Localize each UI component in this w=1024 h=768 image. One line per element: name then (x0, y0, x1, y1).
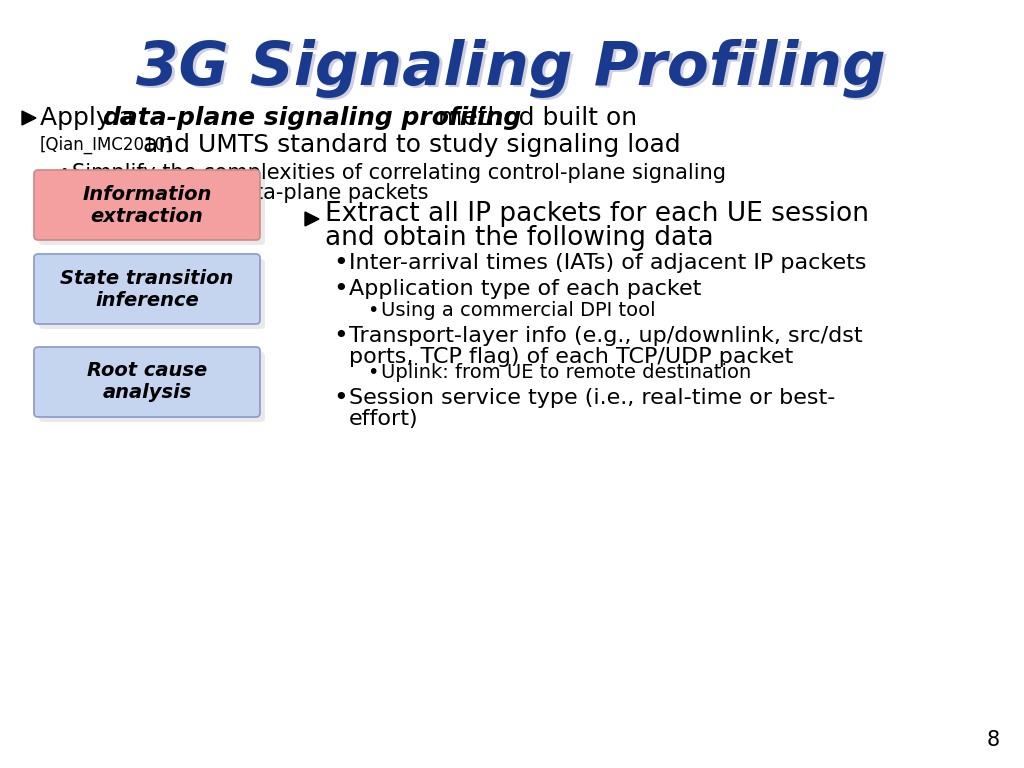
Text: ports, TCP flag) of each TCP/UDP packet: ports, TCP flag) of each TCP/UDP packet (349, 347, 794, 367)
Text: Session service type (i.e., real-time or best-: Session service type (i.e., real-time or… (349, 388, 836, 408)
Text: •: • (367, 300, 379, 319)
FancyBboxPatch shape (39, 175, 265, 245)
Text: Uplink: from UE to remote destination: Uplink: from UE to remote destination (381, 363, 752, 382)
FancyBboxPatch shape (34, 254, 260, 324)
Text: •: • (333, 251, 348, 275)
Text: 3G Signaling Profiling: 3G Signaling Profiling (136, 38, 886, 98)
Text: 8: 8 (987, 730, 1000, 750)
Text: [Qian_IMC2010]: [Qian_IMC2010] (40, 136, 173, 154)
Polygon shape (305, 212, 319, 226)
FancyBboxPatch shape (34, 347, 260, 417)
Text: Simplify the complexities of correlating control-plane signaling: Simplify the complexities of correlating… (72, 163, 726, 183)
Text: effort): effort) (349, 409, 419, 429)
Text: and UMTS standard to study signaling load: and UMTS standard to study signaling loa… (135, 133, 681, 157)
Text: Root cause
analysis: Root cause analysis (87, 362, 207, 402)
Text: State transition
inference: State transition inference (60, 269, 233, 310)
Text: Information
extraction: Information extraction (82, 184, 212, 226)
Text: 3G Signaling Profiling: 3G Signaling Profiling (139, 41, 889, 101)
Text: data-plane signaling profiling: data-plane signaling profiling (103, 106, 521, 130)
Text: Application type of each packet: Application type of each packet (349, 279, 701, 299)
Text: •: • (333, 386, 348, 410)
Text: Transport-layer info (e.g., up/downlink, src/dst: Transport-layer info (e.g., up/downlink,… (349, 326, 862, 346)
Text: •: • (58, 164, 70, 183)
Polygon shape (22, 111, 36, 125)
FancyBboxPatch shape (34, 170, 260, 240)
Text: •: • (333, 324, 348, 348)
Text: messages and data-plane packets: messages and data-plane packets (72, 183, 428, 203)
Text: Extract all IP packets for each UE session: Extract all IP packets for each UE sessi… (325, 201, 869, 227)
Text: and obtain the following data: and obtain the following data (325, 225, 714, 251)
Text: Using a commercial DPI tool: Using a commercial DPI tool (381, 300, 655, 319)
Text: •: • (333, 277, 348, 301)
Text: Inter-arrival times (IATs) of adjacent IP packets: Inter-arrival times (IATs) of adjacent I… (349, 253, 866, 273)
Text: method built on: method built on (430, 106, 637, 130)
FancyBboxPatch shape (39, 352, 265, 422)
Text: Apply a: Apply a (40, 106, 142, 130)
FancyBboxPatch shape (39, 259, 265, 329)
Text: •: • (367, 363, 379, 382)
